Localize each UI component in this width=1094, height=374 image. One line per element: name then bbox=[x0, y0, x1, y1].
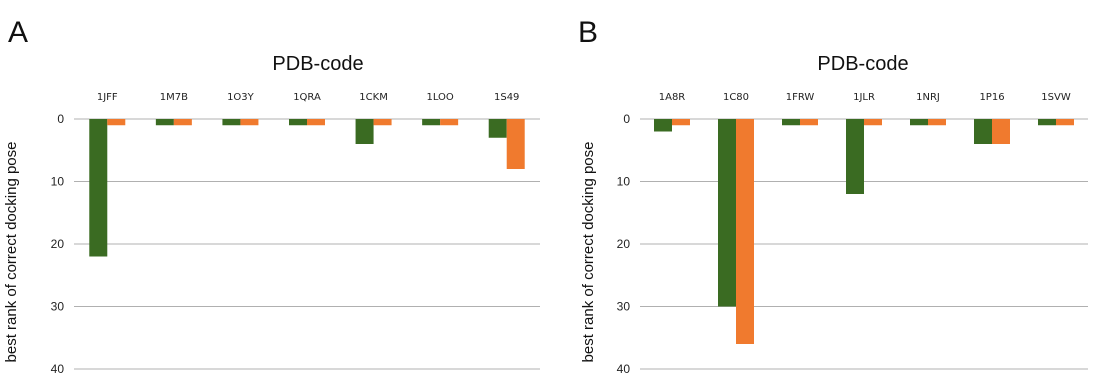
bar-series-1 bbox=[222, 119, 241, 126]
panel-a-y-ticks: 0 10 20 30 40 bbox=[51, 112, 65, 374]
panel-b-letter: B bbox=[578, 16, 598, 49]
panel-b-title: PDB-code bbox=[817, 53, 908, 75]
bar-series-1 bbox=[89, 119, 108, 257]
y-tick-label: 10 bbox=[51, 175, 65, 189]
bar-series-1 bbox=[910, 119, 928, 126]
y-tick-label: 0 bbox=[57, 112, 64, 126]
bar-series-1 bbox=[355, 119, 374, 144]
bar-series-1 bbox=[488, 119, 507, 138]
category-label: 1LOO bbox=[426, 92, 453, 103]
y-tick-label: 10 bbox=[617, 175, 631, 189]
bar-series-2 bbox=[373, 119, 392, 126]
panel-a-gridlines bbox=[74, 118, 540, 370]
panel-b-y-axis-label: best rank of correct docking pose bbox=[580, 142, 597, 363]
bar-series-1 bbox=[974, 119, 992, 144]
panel-b-bars bbox=[654, 119, 1074, 344]
category-label: 1C80 bbox=[723, 92, 749, 103]
y-tick-label: 20 bbox=[51, 237, 65, 251]
y-tick-label: 40 bbox=[617, 362, 631, 374]
y-tick-label: 30 bbox=[51, 300, 65, 314]
bar-series-1 bbox=[654, 119, 672, 132]
panel-b: B PDB-code best rank of correct docking … bbox=[578, 16, 1088, 374]
bar-series-1 bbox=[155, 119, 174, 126]
panel-b-y-ticks: 0 10 20 30 40 bbox=[617, 112, 631, 374]
category-label: 1NRJ bbox=[916, 92, 940, 103]
panel-a-letter: A bbox=[8, 16, 28, 49]
category-label: 1M7B bbox=[160, 92, 188, 103]
bar-series-2 bbox=[173, 119, 192, 126]
panel-a-category-labels: 1JFF 1M7B 1O3Y 1QRA 1CKM 1LOO 1S49 bbox=[97, 92, 520, 103]
panel-a-y-axis-label: best rank of correct docking pose bbox=[3, 142, 20, 363]
category-label: 1QRA bbox=[293, 92, 321, 103]
bar-series-2 bbox=[928, 119, 946, 126]
category-label: 1JFF bbox=[97, 92, 118, 103]
bar-series-2 bbox=[992, 119, 1010, 144]
panel-a-title: PDB-code bbox=[272, 53, 363, 75]
panel-b-category-labels: 1A8R 1C80 1FRW 1JLR 1NRJ 1P16 1SVW bbox=[659, 92, 1071, 103]
bar-series-1 bbox=[422, 119, 441, 126]
category-label: 1A8R bbox=[659, 92, 686, 103]
bar-series-2 bbox=[440, 119, 459, 126]
bar-series-2 bbox=[736, 119, 754, 344]
bar-series-1 bbox=[846, 119, 864, 194]
bar-series-2 bbox=[506, 119, 525, 169]
bar-series-2 bbox=[240, 119, 259, 126]
bar-series-2 bbox=[1056, 119, 1074, 126]
bar-series-2 bbox=[864, 119, 882, 126]
category-label: 1S49 bbox=[494, 92, 519, 103]
category-label: 1CKM bbox=[359, 92, 388, 103]
y-tick-label: 20 bbox=[617, 237, 631, 251]
bar-series-2 bbox=[307, 119, 325, 126]
y-tick-label: 40 bbox=[51, 362, 65, 374]
y-tick-label: 30 bbox=[617, 300, 631, 314]
bar-series-1 bbox=[1038, 119, 1056, 126]
bar-series-2 bbox=[800, 119, 818, 126]
y-tick-label: 0 bbox=[623, 112, 630, 126]
category-label: 1JLR bbox=[853, 92, 875, 103]
bar-series-2 bbox=[107, 119, 126, 126]
panel-a-bars bbox=[89, 119, 525, 257]
panel-a: A PDB-code best rank of correct docking … bbox=[3, 16, 540, 374]
bar-series-2 bbox=[672, 119, 690, 126]
category-label: 1SVW bbox=[1041, 92, 1071, 103]
bar-series-1 bbox=[289, 119, 307, 126]
category-label: 1FRW bbox=[786, 92, 815, 103]
bar-series-1 bbox=[782, 119, 800, 126]
category-label: 1P16 bbox=[979, 92, 1004, 103]
category-label: 1O3Y bbox=[227, 92, 255, 103]
bar-series-1 bbox=[718, 119, 736, 307]
